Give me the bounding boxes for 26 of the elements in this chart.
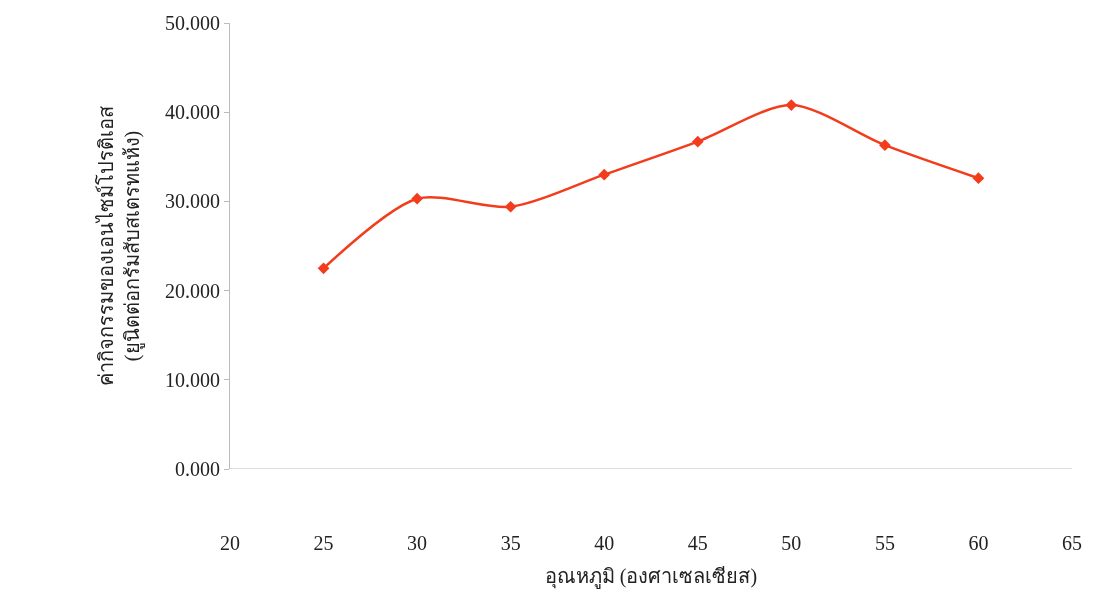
x-tick-label: 35 xyxy=(500,532,521,554)
point xyxy=(972,172,985,185)
point xyxy=(691,135,704,148)
point xyxy=(317,262,330,275)
x-tick-label: 20 xyxy=(220,532,240,554)
point xyxy=(504,200,517,213)
x-tick-label: 60 xyxy=(968,532,989,554)
y-tick-label: 50.000 xyxy=(165,12,220,34)
point xyxy=(785,99,798,111)
point xyxy=(879,139,891,152)
point xyxy=(598,168,611,181)
y-axis-title: ค่ากิจกรรมของเอนไซม์โปรติเอส (ยูนิตต่อกรัมสับสเตรทแห้ง) xyxy=(94,106,145,386)
x-tick-label: 30 xyxy=(407,532,428,554)
x-tick-label: 25 xyxy=(313,532,334,554)
y-tick-label: 40.000 xyxy=(165,101,220,124)
y-tick-label: 10.000 xyxy=(165,368,220,391)
y-tick-label: 0.000 xyxy=(175,458,220,480)
point xyxy=(411,192,423,205)
y-tick-label: 20.000 xyxy=(165,279,220,302)
x-tick-label: 55 xyxy=(874,532,895,554)
x-axis-title: อุณหภูมิ (องศาเซลเซียส) xyxy=(544,564,758,589)
x-tick-label: 65 xyxy=(1062,532,1082,554)
x-tick-label: 40 xyxy=(594,532,615,554)
y-tick-label: 30.000 xyxy=(165,190,220,213)
x-tick-label: 50 xyxy=(781,532,802,554)
x-tick-label: 45 xyxy=(687,532,708,554)
